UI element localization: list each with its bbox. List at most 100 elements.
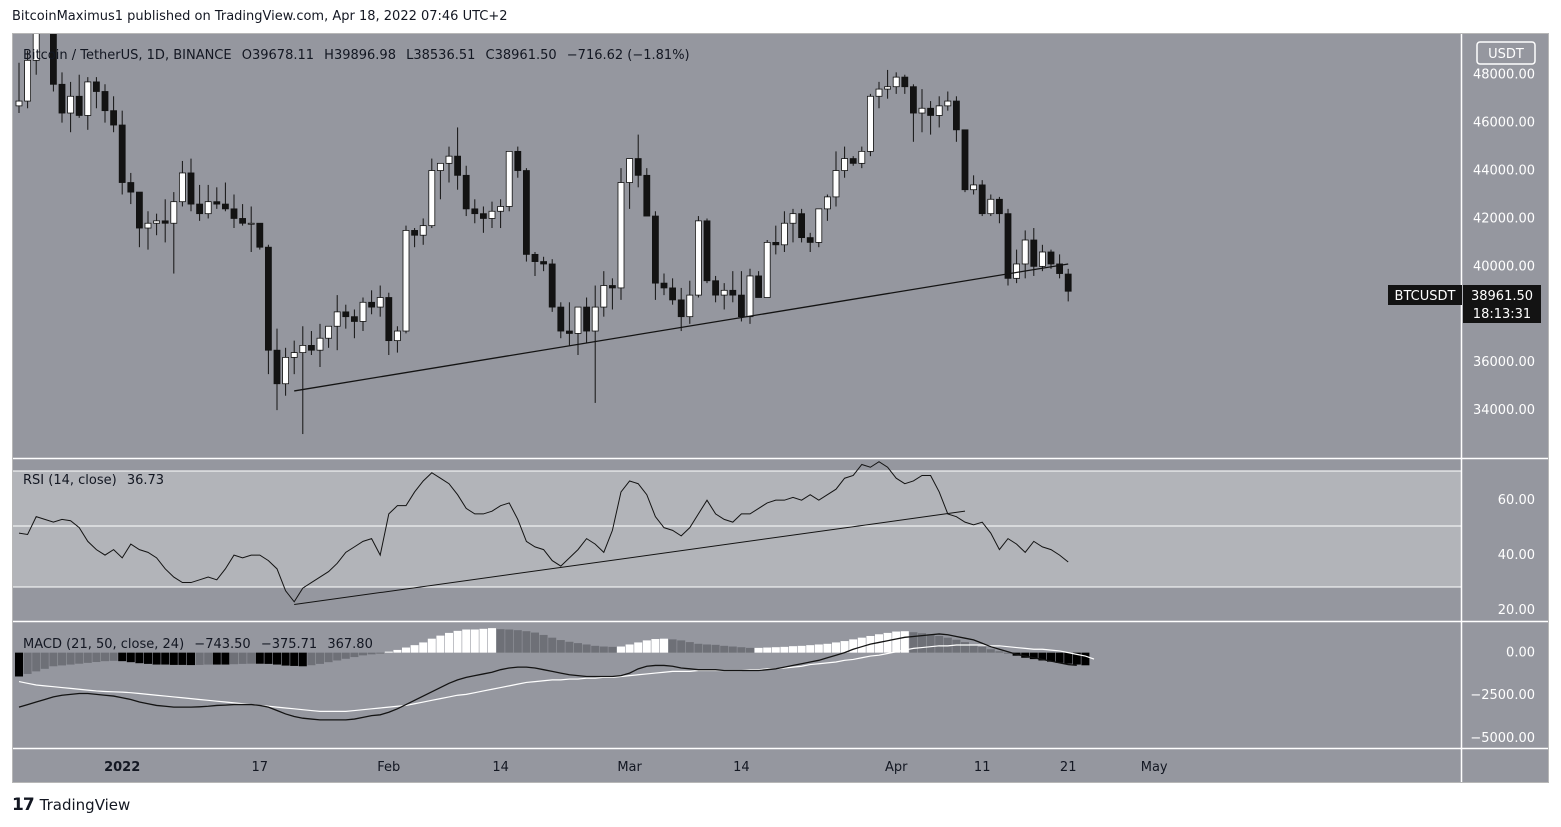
candle	[643, 168, 651, 217]
x-tick-label: Mar	[617, 760, 642, 775]
candle-body	[196, 203, 204, 215]
candle-body	[359, 301, 367, 322]
candle	[488, 201, 496, 229]
candle	[987, 194, 995, 217]
macd-histogram-bar	[488, 628, 496, 653]
macd-histogram-bar	[539, 634, 548, 653]
candle-body	[247, 222, 255, 225]
candle-body	[15, 100, 23, 107]
macd-histogram-bar	[1047, 652, 1055, 662]
macd-histogram-bar	[995, 651, 1004, 653]
candle	[858, 146, 866, 169]
candle	[755, 271, 762, 298]
y-tick-label: 40.00	[1498, 548, 1535, 563]
candle-body	[170, 201, 178, 224]
candle	[58, 72, 66, 123]
candle	[385, 292, 393, 355]
candle	[342, 304, 350, 329]
candle-body	[24, 59, 32, 102]
candle	[454, 127, 462, 190]
rsi-band	[13, 471, 1461, 587]
candle-body	[454, 155, 462, 176]
candle-body	[970, 184, 977, 191]
legend-symbol: Bitcoin / TetherUS, 1D, BINANCE	[23, 48, 232, 63]
candle	[660, 273, 668, 296]
currency-badge-box[interactable]	[1476, 41, 1536, 65]
chart-svg[interactable]: 48000.00 46000.00 44000.00 42000.00 40000.00…	[13, 34, 1548, 782]
candle-body	[798, 213, 805, 239]
y-tick-label: 0.00	[1506, 646, 1535, 661]
macd-histogram-bar	[763, 647, 772, 653]
macd-histogram-bar	[453, 630, 462, 653]
candle-body	[368, 301, 376, 308]
candle	[806, 232, 814, 252]
candle	[712, 275, 719, 303]
candle-body	[282, 356, 290, 385]
candle-body	[755, 275, 762, 298]
rsi-legend: RSI (14, close) 36.73	[23, 473, 164, 488]
candle	[609, 278, 616, 310]
candle-body	[299, 345, 307, 353]
macd-histogram-bar	[531, 632, 539, 653]
candle-body	[32, 34, 40, 61]
candle-body	[910, 86, 917, 114]
macd-histogram-bar	[599, 646, 608, 653]
macd-histogram-bar	[281, 652, 290, 666]
candle-body	[256, 222, 264, 248]
candle-body	[67, 95, 74, 114]
candle	[849, 156, 857, 166]
macd-histogram-bar	[642, 640, 651, 653]
candle-body	[316, 337, 324, 351]
candle-body	[50, 34, 57, 85]
candle	[738, 271, 745, 322]
candle	[824, 194, 831, 221]
candle	[815, 208, 823, 248]
candle-body	[178, 172, 186, 203]
candle-body	[695, 220, 702, 296]
last-price-box	[1463, 285, 1541, 323]
macd-histogram-bar	[840, 641, 849, 653]
macd-histogram-bar	[1029, 652, 1038, 660]
macd-histogram-bar	[238, 652, 247, 664]
tradingview-logo-icon: 17	[12, 795, 35, 815]
macd-histogram-bar	[720, 645, 729, 653]
macd-histogram-bar	[204, 652, 213, 665]
candle	[832, 151, 840, 207]
macd-histogram-bar	[608, 646, 617, 653]
y-tick-label: 60.00	[1498, 493, 1535, 508]
candle-body	[1064, 273, 1072, 292]
candle	[178, 160, 186, 207]
candle-body	[402, 230, 410, 332]
candle-body	[1021, 239, 1029, 265]
macd-histogram-bar	[875, 634, 883, 653]
candle	[1047, 249, 1055, 269]
legend-change: −716.62 (−1.81%)	[567, 48, 690, 63]
y-tick-label: 34000.00	[1473, 403, 1535, 418]
candle	[531, 251, 539, 276]
candle-body	[918, 107, 926, 114]
candle	[652, 211, 659, 300]
macd-histogram-bar	[470, 629, 479, 653]
macd-series	[15, 628, 1095, 721]
legend-o-label: O	[242, 48, 252, 63]
candle-body	[720, 289, 728, 296]
macd-histogram-bar	[522, 631, 531, 653]
chart-frame[interactable]: 48000.00 46000.00 44000.00 42000.00 40000.00…	[12, 33, 1549, 783]
candle-body	[832, 170, 840, 198]
candle-body	[978, 184, 986, 215]
currency-badge[interactable]: USDT	[1488, 47, 1524, 62]
macd-histogram-bar	[195, 652, 204, 665]
candle-body	[325, 325, 333, 339]
macd-histogram-bar	[350, 652, 359, 658]
candle-body	[290, 352, 298, 358]
candle-body	[703, 220, 711, 282]
candle-body	[522, 170, 530, 255]
macd-histogram-bar	[789, 646, 797, 653]
footer-brand[interactable]: 17 TradingView	[12, 795, 130, 815]
macd-histogram-bar	[436, 635, 445, 653]
candle-body	[264, 246, 272, 351]
candle-body	[557, 306, 565, 332]
candle-body	[600, 285, 608, 308]
candle	[626, 158, 633, 209]
macd-histogram-bar	[883, 632, 892, 653]
